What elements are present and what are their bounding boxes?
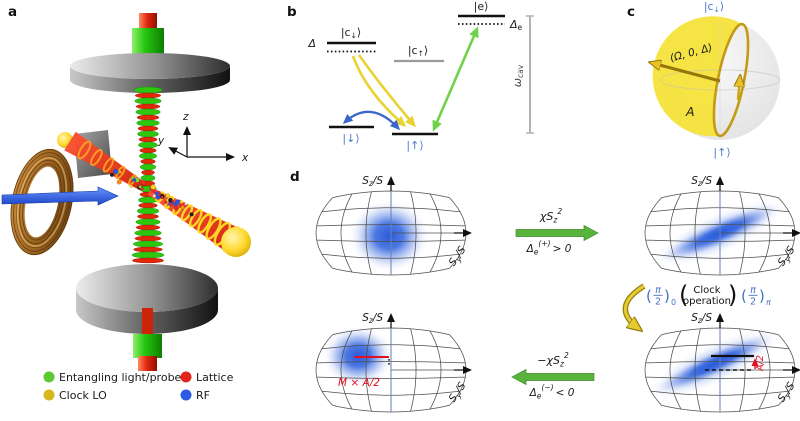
legend-item-entangling: Entangling light/probe: [59, 371, 182, 384]
svg-text:2: 2: [750, 297, 756, 308]
clock-operation: ( Clock operation ): [679, 281, 737, 309]
lattice-stack: [131, 86, 165, 264]
legend-item-clock-lo: Clock LO: [59, 389, 107, 402]
bottom-column: [142, 308, 153, 336]
coordinate-axes: z x y: [157, 111, 249, 164]
state-c-up-label: |c↑⟩: [408, 44, 428, 58]
svg-text:): ): [664, 287, 670, 305]
omega-cav-bracket: [526, 15, 534, 134]
clock-sequence: ( π 2 ) 0 ( Clock operation ) ( π 2 ) π: [646, 281, 771, 309]
m-half-area-label: M × A/2: [338, 377, 380, 389]
axis-z-label: z: [182, 111, 189, 123]
axis-y-label: y: [157, 135, 165, 147]
state-c-down-label: |c↓⟩: [341, 26, 361, 40]
pulse-pi-half-0: ( π 2 ) 0: [646, 285, 676, 308]
bottom-state-label: |↑⟩: [713, 146, 730, 159]
top-state-label: |c↓⟩: [704, 0, 724, 14]
sy-axis-label: Sy/S: [776, 380, 799, 405]
state-e-label: |e⟩: [474, 0, 489, 13]
state-up-label: |↑⟩: [406, 139, 423, 152]
spin-distribution-after-clock: [650, 332, 778, 396]
bloch-patch-initial: Sz/S Sy/S: [315, 175, 472, 276]
panel-c-label: c: [627, 4, 635, 20]
top-probe-block: [132, 28, 164, 56]
sy-axis-label: Sy/S: [776, 244, 799, 269]
clock-rotation-arrow: [622, 283, 646, 328]
cavity-top-mirror: [70, 53, 230, 93]
panel-a-label: a: [8, 4, 17, 20]
bottom-probe-block: [133, 334, 162, 358]
svg-text:): ): [759, 287, 765, 305]
svg-text:Clock: Clock: [693, 285, 720, 296]
svg-text:(: (: [646, 287, 652, 305]
sz-axis-label: Sz/S: [691, 312, 712, 325]
sz-axis-label: Sz/S: [691, 175, 712, 188]
svg-text:): ): [728, 281, 737, 309]
panel-a-apparatus: a z x y: [1, 4, 251, 402]
sy-axis-label: Sy/S: [447, 244, 470, 269]
legend-item-rf: RF: [196, 389, 210, 402]
half-area-label: A/2: [755, 355, 766, 372]
cavity-bottom-mirror: [76, 264, 218, 334]
svg-text:π: π: [655, 285, 661, 296]
axis-x-label: x: [241, 152, 249, 164]
svg-text:operation: operation: [683, 296, 731, 307]
detuning-bottom-label: Δe(−) < 0: [529, 383, 575, 401]
bloch-patch-sheared: Sz/S Sy/S: [644, 175, 800, 276]
svg-text:π: π: [766, 298, 771, 307]
svg-text:(: (: [741, 287, 747, 305]
bottom-lattice-block: [138, 356, 157, 371]
detuning-delta-e-label: Δe: [509, 18, 523, 32]
sz-axis-label: Sz/S: [362, 175, 383, 188]
panel-b-level-diagram: b Δ |c↓⟩ |c↑⟩ |e⟩ Δe ωcav |↓⟩ |↑⟩: [287, 0, 534, 152]
panel-d-squeezing-protocol: d Sz/S Sy/S χSz2 Δe(+) > 0 Sz/S Sy/S ( π: [290, 169, 800, 413]
clock-lo-transition-2: [357, 54, 416, 128]
omega-cav-label: ωcav: [511, 64, 525, 87]
state-down-label: |↓⟩: [342, 132, 359, 145]
rf-arrow: [1, 186, 119, 206]
top-lattice-block: [139, 13, 157, 30]
panel-c-bloch-sphere: c (Ω, 0, Δ) A |c↓⟩ |↑⟩: [627, 0, 781, 159]
svg-text:π: π: [750, 285, 756, 296]
entangling-transition: [432, 26, 479, 132]
shear-bottom-label: −χSz2: [537, 351, 569, 369]
bloch-patch-final: Sz/S Sy/S M × A/2: [315, 312, 472, 413]
pulse-pi-half-pi: ( π 2 ) π: [741, 285, 771, 308]
shear-top-label: χSz2: [539, 207, 562, 225]
legend-dot-lattice: [180, 371, 192, 383]
rf-transition: [342, 110, 401, 131]
sy-axis-label: Sy/S: [447, 380, 470, 405]
panel-b-label: b: [287, 4, 297, 20]
shear-arrow-bottom: −χSz2 Δe(−) < 0: [511, 351, 595, 401]
rotation-vector-arrow: [652, 63, 721, 83]
spin-distribution-initial: [348, 199, 430, 273]
detuning-delta-label: Δ: [307, 37, 316, 50]
svg-text:2: 2: [655, 297, 661, 308]
legend: Entangling light/probe Clock LO Lattice …: [43, 371, 234, 402]
shear-arrow-top: χSz2 Δe(+) > 0: [515, 207, 599, 257]
atom-cloud: [109, 168, 194, 217]
orbit-direction-arrow: [738, 78, 740, 101]
clock-beam-ball: [221, 227, 251, 257]
area-label: A: [685, 104, 695, 119]
probe-beam-upper: [64, 131, 153, 195]
detuning-top-label: Δe(+) > 0: [526, 239, 572, 257]
legend-item-lattice: Lattice: [196, 371, 234, 384]
sz-axis-label: Sz/S: [362, 312, 383, 325]
legend-dot-entangling: [43, 371, 55, 383]
bloch-patch-after-clock: Sz/S Sy/S A/2: [644, 312, 800, 413]
legend-dot-clock-lo: [43, 389, 55, 401]
panel-d-label: d: [290, 169, 300, 185]
svg-text:(: (: [679, 281, 688, 309]
svg-text:0: 0: [671, 298, 676, 307]
legend-dot-rf: [180, 389, 192, 401]
